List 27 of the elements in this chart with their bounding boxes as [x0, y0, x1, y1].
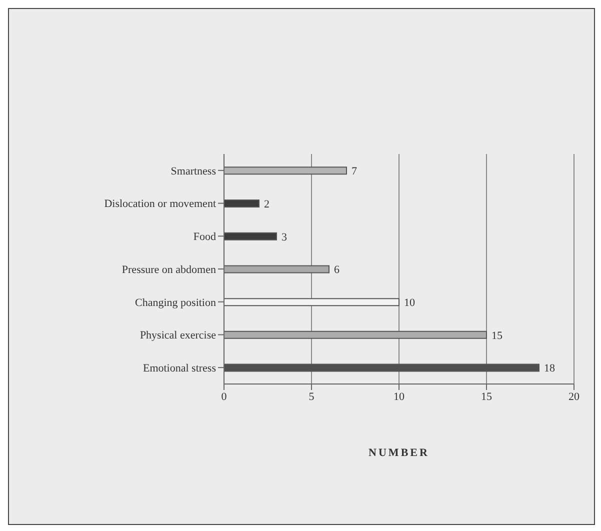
x-axis-title: NUMBER [368, 447, 430, 459]
bar [224, 166, 347, 175]
data-label: 15 [492, 330, 503, 342]
bar [224, 265, 330, 274]
y-tick-label: Food [193, 231, 216, 244]
data-label: 6 [334, 264, 340, 276]
x-tick-label: 0 [221, 390, 228, 403]
y-tick-label: Smartness [170, 165, 216, 178]
bar [224, 200, 260, 208]
data-label: 18 [544, 362, 556, 375]
x-tick-label: 20 [568, 390, 580, 403]
data-label: 3 [282, 231, 288, 244]
bar [224, 232, 277, 240]
y-tick-label: Dislocation or movement [104, 198, 216, 210]
bar [224, 364, 540, 372]
x-tick-label: 15 [481, 390, 492, 403]
y-tick-label: Physical exercise [140, 330, 216, 342]
data-label: 7 [352, 166, 358, 178]
data-label: 2 [264, 198, 270, 210]
bar [224, 330, 487, 339]
y-tick-label: Changing position [135, 296, 216, 309]
bar [224, 298, 400, 306]
y-tick-label: Pressure on abdomen [122, 264, 216, 276]
data-label: 10 [404, 296, 416, 309]
x-tick-label: 5 [308, 390, 315, 403]
y-tick-label: Emotional stress [142, 362, 216, 374]
x-tick-label: 10 [394, 390, 405, 403]
